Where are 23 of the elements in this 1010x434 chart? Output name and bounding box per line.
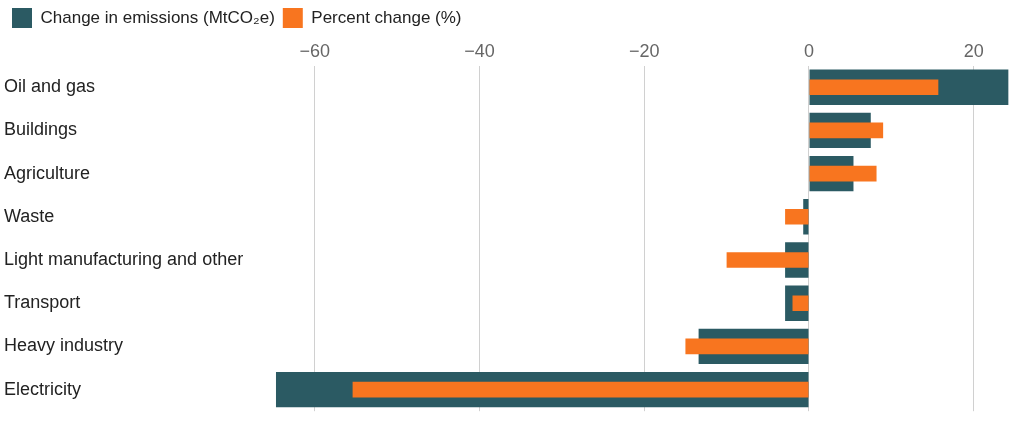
bar (685, 338, 809, 355)
y-tick-label: Buildings (4, 119, 78, 140)
bar (809, 165, 877, 182)
x-tick-label: −60 (299, 40, 330, 61)
y-tick-label: Electricity (4, 378, 82, 399)
y-tick-label: Light manufacturing and other (4, 248, 244, 269)
x-tick-label: 0 (803, 40, 814, 61)
y-tick-label: Transport (4, 292, 81, 313)
x-tick-label: −20 (628, 40, 660, 61)
x-tick-label: −40 (464, 40, 495, 61)
legend-label: Change in emissions (MtCO₂e) (40, 7, 275, 27)
bar (726, 252, 809, 268)
y-tick-label: Agriculture (4, 162, 91, 183)
x-tick-label: 20 (963, 40, 984, 61)
bar (792, 295, 809, 311)
bar (785, 209, 809, 225)
y-tick-label: Heavy industry (4, 335, 124, 356)
legend-label: Percent change (%) (311, 7, 462, 27)
bar (352, 381, 809, 398)
bar (809, 122, 884, 139)
y-tick-label: Oil and gas (4, 76, 96, 97)
y-tick-label: Waste (4, 205, 55, 226)
bar (809, 79, 939, 95)
